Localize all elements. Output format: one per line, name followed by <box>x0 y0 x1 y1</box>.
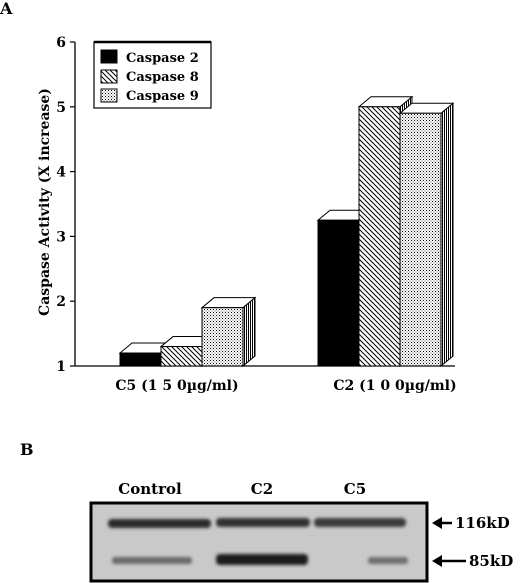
legend-swatch-caspase-8 <box>100 69 118 84</box>
y-axis-label: Caspase Activity (X increase) <box>37 88 53 316</box>
legend-label-caspase-2: Caspase 2 <box>126 51 199 66</box>
marker-116kd: 116kD <box>432 514 510 532</box>
marker-85kd: 85kD <box>432 552 513 570</box>
band-85kd-c2 <box>216 554 308 565</box>
blot-membrane <box>89 501 429 583</box>
marker-label-116kd: 116kD <box>455 514 510 532</box>
lane-label-c2: C2 <box>251 480 273 498</box>
panel-a-label: A <box>0 0 13 18</box>
marker-label-85kd: 85kD <box>469 552 513 570</box>
band-116kd-c5 <box>314 518 406 527</box>
bar-caspase-8-c5 <box>160 346 203 367</box>
bar-caspase-8-c2 <box>358 106 401 367</box>
legend-swatch-caspase-9 <box>100 88 118 103</box>
y-ticks: 1 2 3 4 5 6 <box>56 35 75 375</box>
y-tick-label: 4 <box>56 165 66 181</box>
bar-caspase-9-c5 <box>201 307 244 367</box>
band-85kd-c5 <box>368 557 408 564</box>
western-blot <box>89 501 429 583</box>
lane-label-control: Control <box>118 480 182 498</box>
bar-caspase-9-c2 <box>399 112 442 367</box>
y-tick-label: 5 <box>56 100 66 116</box>
legend-label-caspase-9: Caspase 9 <box>126 89 199 104</box>
panel-b-label: B <box>20 440 34 459</box>
y-tick-label: 1 <box>56 359 66 375</box>
x-tick-label-c5: C5 (1 5 0µg/ml) <box>115 378 238 394</box>
legend-label-caspase-8: Caspase 8 <box>126 70 199 85</box>
lane-label-c5: C5 <box>344 480 366 498</box>
bar-caspase-9-c5-side <box>242 296 256 368</box>
legend-swatch-caspase-2 <box>100 49 118 64</box>
band-116kd-control <box>108 519 211 528</box>
y-tick-label: 2 <box>56 294 66 310</box>
bar-caspase-2-c2 <box>317 219 360 367</box>
plot-area <box>74 42 455 368</box>
arrow-85kd-head <box>432 555 442 567</box>
x-tick-labels: C5 (1 5 0µg/ml) C2 (1 0 0µg/ml) <box>115 378 456 394</box>
bar-caspase-2-c5 <box>119 352 162 367</box>
arrow-116kd-head <box>432 517 442 529</box>
x-tick-label-c2: C2 (1 0 0µg/ml) <box>333 378 456 394</box>
band-116kd-c2 <box>216 518 310 527</box>
bar-caspase-9-c2-side <box>440 102 454 368</box>
band-85kd-control <box>112 557 192 564</box>
y-tick-label: 6 <box>56 35 66 51</box>
legend: Caspase 2 Caspase 8 Caspase 9 <box>93 40 212 109</box>
y-tick-label: 3 <box>56 229 66 245</box>
